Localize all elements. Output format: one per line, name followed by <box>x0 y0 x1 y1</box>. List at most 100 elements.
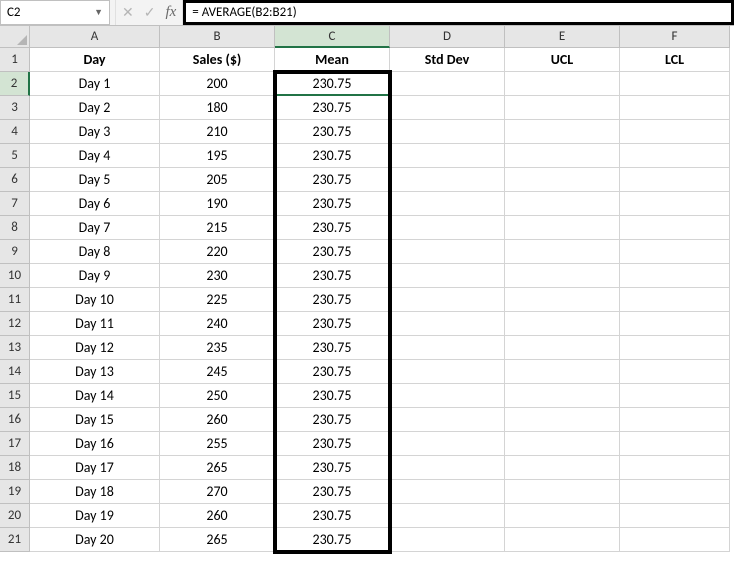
row-header-3[interactable]: 3 <box>0 96 30 120</box>
cell[interactable]: Day 15 <box>30 408 160 432</box>
cell[interactable] <box>505 288 620 312</box>
cell[interactable]: 230.75 <box>275 216 390 240</box>
cell[interactable]: 230.75 <box>275 96 390 120</box>
cell[interactable]: Day 4 <box>30 144 160 168</box>
cell[interactable] <box>505 336 620 360</box>
cell[interactable] <box>505 144 620 168</box>
cell[interactable]: 250 <box>160 384 275 408</box>
cell[interactable] <box>390 360 505 384</box>
row-header-18[interactable]: 18 <box>0 456 30 480</box>
cell[interactable] <box>390 480 505 504</box>
cell[interactable]: Day 20 <box>30 528 160 552</box>
cell[interactable] <box>505 96 620 120</box>
cell[interactable] <box>505 120 620 144</box>
cell[interactable] <box>505 264 620 288</box>
row-header-10[interactable]: 10 <box>0 264 30 288</box>
cell[interactable] <box>620 456 730 480</box>
cell[interactable]: 230.75 <box>275 480 390 504</box>
column-header-B[interactable]: B <box>160 26 275 48</box>
cell[interactable]: Day 5 <box>30 168 160 192</box>
cell[interactable]: 215 <box>160 216 275 240</box>
cell[interactable] <box>620 264 730 288</box>
cell[interactable]: 230.75 <box>275 72 390 96</box>
row-header-15[interactable]: 15 <box>0 384 30 408</box>
column-header-D[interactable]: D <box>390 26 505 48</box>
cell[interactable]: Day 6 <box>30 192 160 216</box>
cell[interactable] <box>505 192 620 216</box>
column-header-C[interactable]: C <box>275 26 390 48</box>
cell[interactable] <box>505 504 620 528</box>
enter-icon[interactable]: ✓ <box>144 4 156 21</box>
cell[interactable] <box>620 240 730 264</box>
cell[interactable]: 230.75 <box>275 312 390 336</box>
cell[interactable]: Day 12 <box>30 336 160 360</box>
cell[interactable] <box>390 384 505 408</box>
cell[interactable] <box>390 504 505 528</box>
cell[interactable]: 210 <box>160 120 275 144</box>
cell[interactable] <box>620 312 730 336</box>
cell[interactable] <box>620 216 730 240</box>
cell[interactable]: 270 <box>160 480 275 504</box>
cell[interactable]: Day 18 <box>30 480 160 504</box>
header-cell-B[interactable]: Sales ($) <box>160 48 275 72</box>
cell[interactable] <box>390 432 505 456</box>
row-header-1[interactable]: 1 <box>0 48 30 72</box>
fx-icon[interactable]: fx <box>165 4 176 21</box>
cell[interactable] <box>620 288 730 312</box>
cell[interactable]: Day 2 <box>30 96 160 120</box>
cell[interactable] <box>505 480 620 504</box>
cell[interactable]: 230.75 <box>275 528 390 552</box>
cell[interactable] <box>505 456 620 480</box>
cell[interactable] <box>390 120 505 144</box>
select-all-corner[interactable] <box>0 26 30 48</box>
formula-input[interactable]: = AVERAGE(B2:B21) <box>183 0 734 25</box>
cell[interactable] <box>390 216 505 240</box>
row-header-2[interactable]: 2 <box>0 72 30 96</box>
cell[interactable]: 230.75 <box>275 288 390 312</box>
cell[interactable]: 230.75 <box>275 240 390 264</box>
cell[interactable] <box>390 144 505 168</box>
cell[interactable] <box>620 528 730 552</box>
cell[interactable]: 220 <box>160 240 275 264</box>
cancel-icon[interactable]: ✕ <box>122 4 134 21</box>
cell[interactable]: Day 19 <box>30 504 160 528</box>
cell[interactable]: 230.75 <box>275 408 390 432</box>
cell[interactable] <box>620 72 730 96</box>
cell[interactable]: Day 9 <box>30 264 160 288</box>
cell[interactable]: 265 <box>160 528 275 552</box>
name-box-dropdown-icon[interactable]: ▼ <box>94 7 103 18</box>
cell[interactable] <box>620 168 730 192</box>
row-header-13[interactable]: 13 <box>0 336 30 360</box>
cell[interactable]: 190 <box>160 192 275 216</box>
cell[interactable] <box>620 144 730 168</box>
row-header-4[interactable]: 4 <box>0 120 30 144</box>
cell[interactable]: 230.75 <box>275 168 390 192</box>
cell[interactable] <box>505 528 620 552</box>
cell[interactable] <box>620 96 730 120</box>
header-cell-A[interactable]: Day <box>30 48 160 72</box>
header-cell-C[interactable]: Mean <box>275 48 390 72</box>
cell[interactable]: Day 11 <box>30 312 160 336</box>
cell[interactable]: Day 14 <box>30 384 160 408</box>
cell[interactable] <box>390 168 505 192</box>
cell[interactable]: 230 <box>160 264 275 288</box>
row-header-20[interactable]: 20 <box>0 504 30 528</box>
cell[interactable]: 230.75 <box>275 384 390 408</box>
row-header-16[interactable]: 16 <box>0 408 30 432</box>
cell[interactable] <box>390 240 505 264</box>
cell[interactable]: 260 <box>160 504 275 528</box>
row-header-11[interactable]: 11 <box>0 288 30 312</box>
cell[interactable] <box>620 384 730 408</box>
row-header-19[interactable]: 19 <box>0 480 30 504</box>
cell[interactable] <box>620 480 730 504</box>
cell[interactable] <box>505 408 620 432</box>
cell[interactable]: 230.75 <box>275 360 390 384</box>
cell[interactable] <box>505 384 620 408</box>
cell[interactable] <box>620 192 730 216</box>
cell[interactable]: 230.75 <box>275 336 390 360</box>
cell[interactable] <box>620 360 730 384</box>
cell[interactable]: 230.75 <box>275 120 390 144</box>
row-header-5[interactable]: 5 <box>0 144 30 168</box>
cell[interactable]: Day 3 <box>30 120 160 144</box>
cell[interactable] <box>390 264 505 288</box>
